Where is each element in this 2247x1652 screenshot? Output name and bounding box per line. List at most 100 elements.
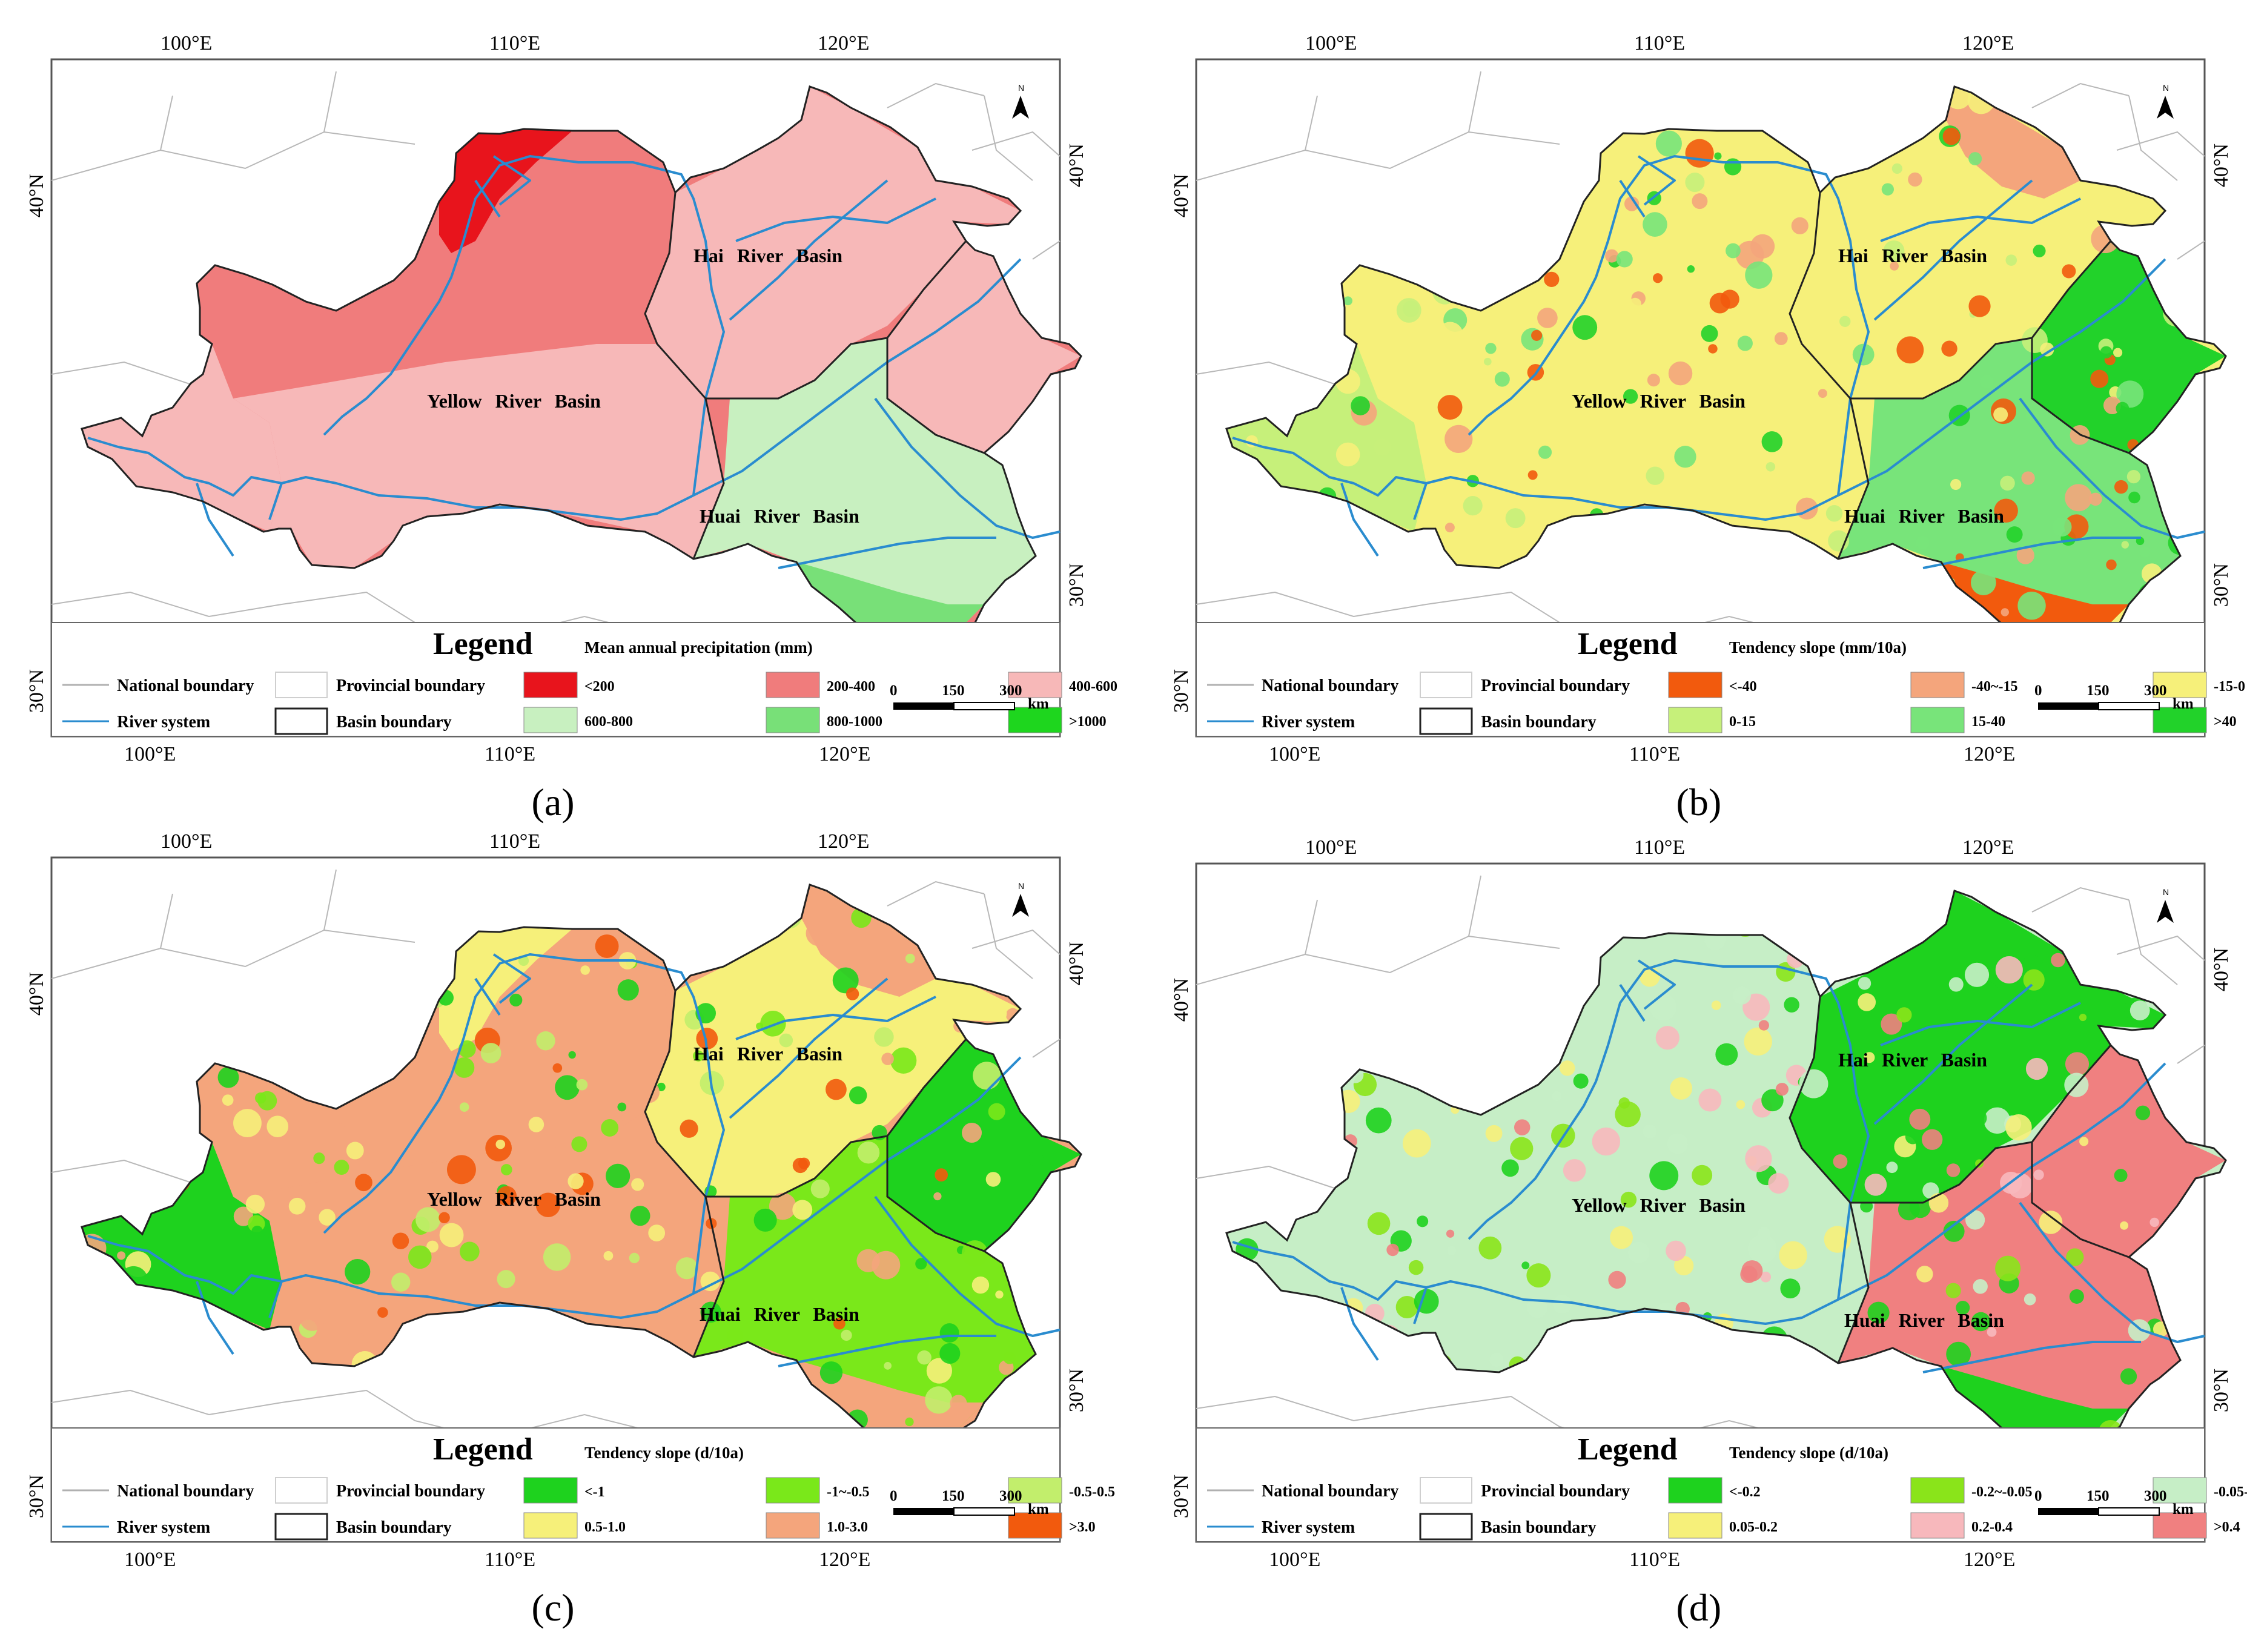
speckle <box>933 1192 942 1201</box>
speckle <box>1714 152 1722 160</box>
legend-class-label: 200-400 <box>827 679 875 695</box>
speckle <box>345 1258 371 1285</box>
speckle <box>1715 1043 1738 1066</box>
speckle <box>1386 1243 1399 1257</box>
speckle <box>1973 1279 1988 1294</box>
speckle <box>1890 262 1899 271</box>
speckle <box>1780 1278 1801 1299</box>
speckle <box>836 1112 854 1129</box>
region-west <box>1226 344 1426 532</box>
speckle <box>1966 323 1976 333</box>
river-line <box>729 977 889 1119</box>
label-huai-river-basin: Huai River Basin <box>700 1303 859 1325</box>
speckle <box>2126 469 2141 484</box>
provincial-boundary-line <box>1468 71 1481 133</box>
panel-label: (c) <box>532 1586 575 1629</box>
speckle <box>535 1192 561 1217</box>
speckle <box>1674 446 1696 468</box>
north-letter: N <box>2163 83 2169 93</box>
label-huai-river-basin: Huai River Basin <box>700 505 859 527</box>
speckle <box>1560 1060 1575 1076</box>
legend-class-swatch <box>1668 672 1722 698</box>
scale-label-300: 300 <box>999 1488 1022 1504</box>
region-huai <box>693 338 1036 650</box>
basin-boundary-swatch <box>1419 1513 1473 1541</box>
legend-provincial: Provincial boundary <box>336 1482 485 1501</box>
speckle <box>2120 1368 2137 1385</box>
label-huai-river-basin: Huai River Basin <box>1844 1309 2004 1331</box>
lat-tick-left: 40°N <box>1170 978 1193 1022</box>
basin-boundary-outline <box>1225 85 2227 651</box>
speckle <box>769 1192 796 1220</box>
lat-tick-right: 40°N <box>1065 942 1088 985</box>
provincial-boundary-line <box>51 1389 282 1416</box>
lat-tick-left: 30°N <box>1170 1475 1193 1518</box>
speckle <box>1396 362 1408 374</box>
speckle <box>905 953 915 963</box>
speckle <box>1028 1151 1044 1167</box>
speckle <box>637 1081 660 1103</box>
lon-tick-bottom: 100°E <box>1269 743 1320 765</box>
label-hai-river-basin: Hai River Basin <box>693 245 842 266</box>
speckle <box>2052 517 2072 537</box>
speckle <box>1947 217 1971 241</box>
panel-label: (b) <box>1676 781 1722 824</box>
speckle <box>1881 1013 1902 1035</box>
lat-tick-left: 40°N <box>1170 174 1193 217</box>
basin-boundary-outline <box>1225 890 2227 1455</box>
legend-subtitle: Mean annual precipitation (mm) <box>584 638 813 656</box>
speckle <box>426 1240 438 1253</box>
speckle <box>1395 1295 1418 1318</box>
scale-bar-light <box>2098 702 2160 710</box>
region-south <box>233 344 724 568</box>
speckle <box>881 1052 894 1065</box>
speckle <box>2006 526 2023 543</box>
speckle <box>1654 309 1675 330</box>
speckle <box>2017 591 2046 620</box>
provincial-boundary-swatch <box>275 672 328 698</box>
speckle <box>1858 993 1876 1011</box>
region-haiNE <box>801 87 936 199</box>
map-panel: Yellow River Basin Hai River Basin Huai Ri… <box>25 830 1115 1629</box>
provincial-boundary-line <box>1305 95 1318 151</box>
speckle <box>874 1027 894 1047</box>
basin-boundary-outline <box>81 884 1082 1449</box>
speckle <box>1818 389 1827 398</box>
speckle <box>756 1125 779 1149</box>
speckle <box>1643 212 1667 237</box>
speckle <box>939 1343 961 1364</box>
lon-tick-top: 120°E <box>818 830 869 853</box>
speckle <box>841 1329 852 1341</box>
scale-bar-light <box>953 1507 1015 1516</box>
river-line <box>474 953 531 1016</box>
speckle <box>552 1063 563 1073</box>
river-line <box>735 197 936 242</box>
basin-boundary-yellow-hai <box>644 990 967 1198</box>
legend-class-swatch <box>2153 707 2207 733</box>
speckle <box>917 1350 932 1365</box>
speckle <box>2005 254 2017 266</box>
speckle <box>846 987 859 1000</box>
provincial-boundary-line <box>1032 1039 1061 1058</box>
speckle <box>1737 335 1753 351</box>
scale-bar-dark <box>893 1508 954 1515</box>
speckle <box>1745 1145 1772 1172</box>
speckle <box>1970 570 1996 595</box>
speckle <box>1408 1260 1424 1275</box>
speckle <box>2013 304 2036 328</box>
river-line <box>874 1195 1061 1337</box>
scale-label-0: 0 <box>890 682 898 699</box>
speckle <box>961 1240 988 1267</box>
speckle <box>1943 1220 1965 1242</box>
legend-class-label: >0.4 <box>2214 1519 2240 1535</box>
basin-boundary-hai-huai <box>2031 1142 2130 1258</box>
speckle <box>1864 1052 1875 1063</box>
speckle <box>1463 496 1483 516</box>
legend-class-label: <-1 <box>584 1484 605 1500</box>
speckle <box>536 1031 555 1051</box>
speckle <box>1984 1107 2011 1134</box>
provincial-boundary-line <box>51 1159 197 1185</box>
speckle <box>460 1241 480 1262</box>
speckle <box>1948 977 1964 992</box>
speckle <box>1889 512 1899 523</box>
